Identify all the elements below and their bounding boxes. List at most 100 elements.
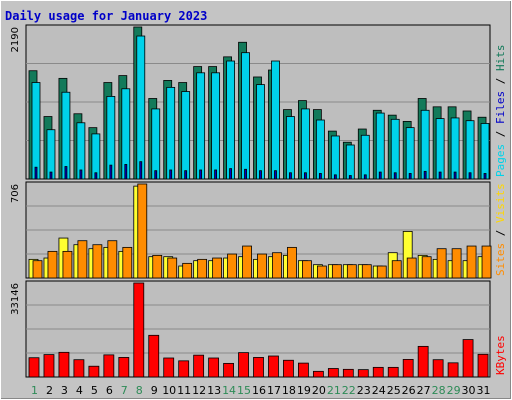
x-tick-label-day-30: 30 — [462, 384, 476, 397]
x-tick-label-day-8: 8 — [136, 384, 143, 397]
bar-kbytes-day-8 — [133, 282, 145, 378]
axis-max-label: 706 — [10, 184, 21, 203]
bar-files-day-18 — [286, 116, 295, 180]
bar-files-day-12 — [196, 72, 206, 180]
panel-visits-sites: 706 Sites / Visits — [10, 181, 507, 279]
bar-pages-day-15 — [244, 168, 247, 180]
x-tick-label-day-20: 20 — [312, 384, 326, 397]
bar-sites-day-14 — [227, 253, 237, 279]
bar-pages-day-22 — [348, 175, 352, 180]
bar-pages-day-9 — [154, 170, 158, 180]
legend-pages-files-hits: Pages / Files / Hits — [494, 45, 507, 178]
bar-files-day-5 — [91, 133, 101, 180]
x-tick-label-day-27: 27 — [417, 384, 431, 397]
bar-sites-day-30 — [466, 245, 477, 279]
bar-pages-day-30 — [468, 172, 472, 180]
x-tick-label-day-19: 19 — [297, 384, 311, 397]
bar-files-day-20 — [315, 119, 325, 180]
bar-files-day-19 — [301, 108, 310, 180]
bar-sites-day-24 — [376, 265, 387, 279]
axis-max-label: 2190 — [10, 27, 21, 52]
bar-pages-day-18 — [289, 172, 292, 180]
x-tick-label-day-22: 22 — [342, 384, 356, 397]
x-tick-label-day-31: 31 — [477, 384, 491, 397]
bar-sites-day-29 — [451, 248, 462, 279]
bar-files-day-9 — [151, 108, 161, 180]
bar-sites-day-7 — [122, 246, 133, 279]
x-tick-label-day-18: 18 — [282, 384, 296, 397]
x-tick-label-day-12: 12 — [192, 384, 206, 397]
panel-pages-files-hits: 2190 Pages / Files / Hits — [10, 24, 507, 180]
bar-files-day-24 — [375, 112, 385, 180]
x-tick-label-day-5: 5 — [91, 384, 98, 397]
bar-sites-day-27 — [421, 256, 432, 279]
bar-files-day-8 — [136, 35, 146, 180]
x-tick-label-day-2: 2 — [46, 384, 53, 397]
series-files — [31, 35, 490, 180]
bar-kbytes-day-5 — [88, 365, 100, 378]
bar-pages-day-21 — [333, 174, 337, 180]
legend-part-0: KBytes — [494, 335, 507, 375]
bar-pages-day-20 — [318, 173, 322, 180]
bar-pages-day-29 — [453, 171, 457, 180]
bar-pages-day-1 — [34, 166, 38, 180]
bar-files-day-14 — [226, 60, 235, 180]
bar-files-day-22 — [345, 144, 355, 180]
bar-sites-day-20 — [316, 265, 327, 279]
bar-kbytes-day-4 — [73, 359, 85, 378]
bar-kbytes-day-7 — [118, 357, 130, 378]
legend-part-0: Pages — [494, 144, 507, 177]
bar-kbytes-day-16 — [253, 357, 264, 378]
bar-sites-day-18 — [287, 246, 297, 279]
bar-sites-day-3 — [62, 250, 73, 279]
chart-title: Daily usage for January 2023 — [5, 9, 207, 23]
bar-pages-day-25 — [393, 172, 397, 180]
bar-kbytes-day-20 — [312, 370, 324, 378]
bar-kbytes-day-24 — [372, 366, 384, 378]
legend-part-1: / — [494, 223, 507, 243]
bar-files-day-1 — [31, 82, 41, 180]
bar-kbytes-day-27 — [417, 345, 429, 378]
bar-sites-day-17 — [272, 252, 282, 279]
bar-sites-day-23 — [361, 264, 372, 279]
bar-pages-day-17 — [274, 170, 277, 180]
bar-pages-day-26 — [408, 173, 412, 180]
bar-files-day-13 — [211, 72, 221, 180]
bar-files-day-15 — [241, 52, 250, 180]
bar-pages-day-4 — [79, 169, 83, 180]
bar-pages-day-10 — [169, 169, 173, 180]
bar-files-day-31 — [480, 123, 490, 180]
bar-files-day-30 — [465, 120, 475, 180]
x-tick-label-day-6: 6 — [106, 384, 113, 397]
legend-part-2: Visits — [494, 183, 507, 223]
bar-sites-day-12 — [197, 258, 208, 279]
x-tick-label-day-14: 14 — [222, 384, 236, 397]
bar-files-day-26 — [405, 127, 415, 180]
bar-files-day-2 — [46, 129, 56, 180]
bar-kbytes-day-25 — [387, 366, 399, 378]
bar-kbytes-day-9 — [148, 334, 160, 378]
x-tick-label-day-24: 24 — [372, 384, 386, 397]
bar-files-day-16 — [256, 84, 265, 180]
x-tick-label-day-3: 3 — [61, 384, 68, 397]
bar-files-day-28 — [435, 118, 445, 180]
bar-pages-day-3 — [64, 166, 68, 180]
bar-sites-day-9 — [152, 254, 163, 279]
bar-kbytes-day-10 — [163, 357, 175, 378]
bar-kbytes-day-31 — [477, 353, 489, 378]
x-tick-label-day-4: 4 — [76, 384, 83, 397]
bar-pages-day-24 — [378, 171, 382, 180]
bar-kbytes-day-23 — [357, 369, 369, 378]
bar-pages-day-8 — [139, 161, 143, 180]
bar-pages-day-28 — [438, 171, 442, 180]
bar-files-day-27 — [420, 109, 430, 180]
bar-sites-day-19 — [302, 260, 312, 279]
bar-kbytes-day-6 — [103, 354, 115, 378]
bar-sites-day-2 — [47, 250, 58, 279]
bar-files-day-10 — [166, 86, 176, 180]
bar-sites-day-26 — [406, 257, 417, 279]
bar-kbytes-day-21 — [327, 368, 339, 378]
bar-sites-day-11 — [182, 262, 193, 279]
